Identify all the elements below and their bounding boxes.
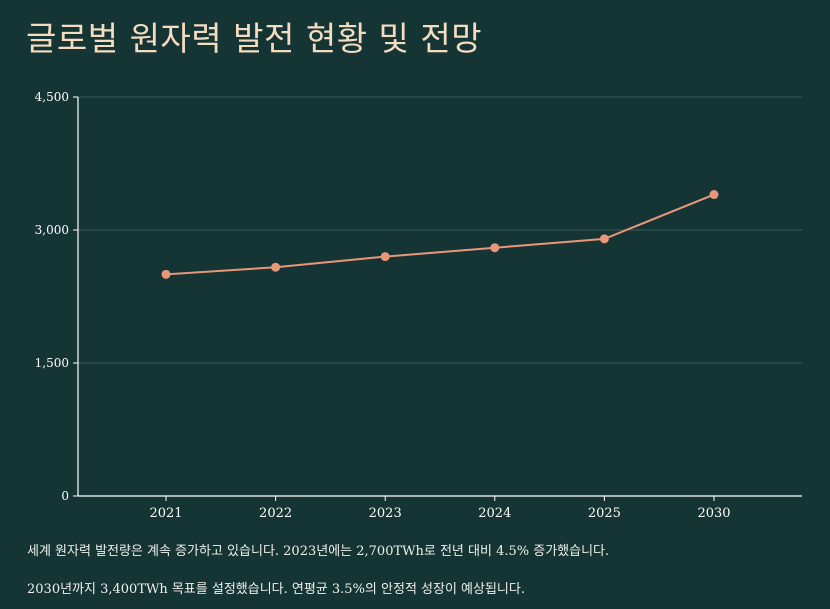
y-tick-label: 0: [61, 489, 69, 503]
data-point: [599, 234, 609, 244]
y-tick-label: 3,000: [35, 223, 69, 237]
data-point: [271, 262, 281, 272]
x-tick-label: 2021: [149, 506, 182, 521]
x-tick-label: 2030: [697, 506, 730, 521]
summary-note-2: 2030년까지 3,400TWh 목표를 설정했습니다. 연평균 3.5%의 안…: [27, 582, 525, 597]
data-point: [161, 269, 171, 279]
x-tick-label: 2022: [259, 506, 292, 521]
chart-title: 글로벌 원자력 발전 현황 및 전망: [26, 19, 483, 58]
x-tick-label: 2023: [369, 506, 402, 521]
y-tick-label: 4,500: [35, 90, 69, 104]
series-line: [165, 193, 715, 276]
data-point: [490, 243, 500, 253]
data-point: [709, 190, 719, 200]
y-tick-label: 1,500: [35, 356, 69, 370]
data-point: [380, 252, 390, 262]
summary-note-1: 세계 원자력 발전량은 계속 증가하고 있습니다. 2023년에는 2,700T…: [27, 544, 610, 559]
x-tick-label: 2024: [478, 506, 511, 521]
x-tick-label: 2025: [588, 506, 621, 521]
